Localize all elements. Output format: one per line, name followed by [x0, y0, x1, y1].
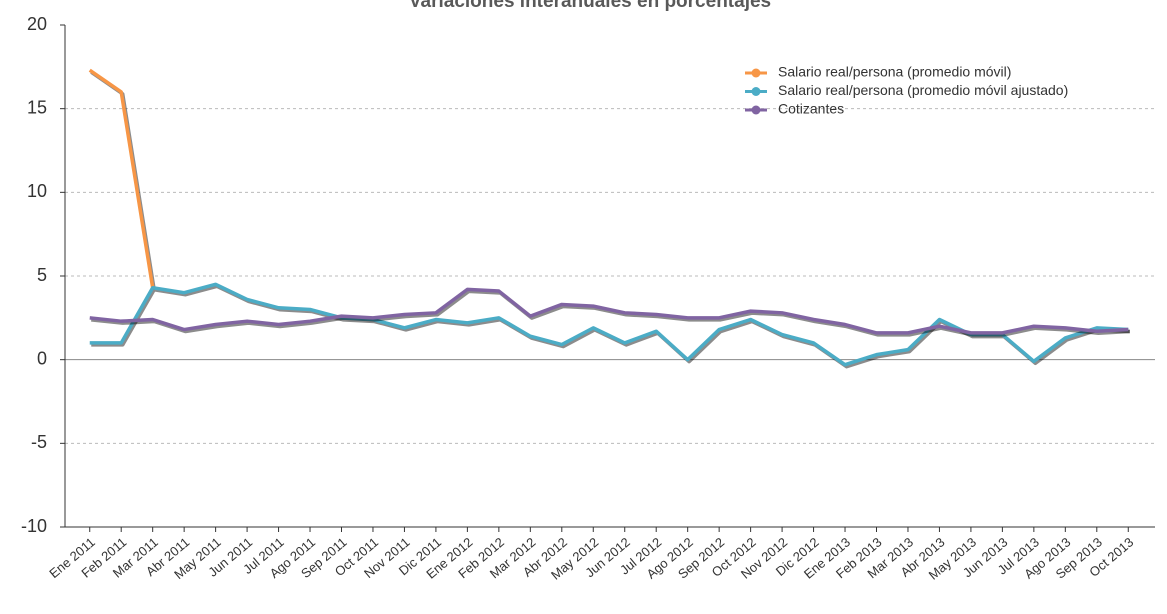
- y-tick-label: -10: [21, 516, 47, 536]
- series-line: [89, 282, 1129, 367]
- y-tick-label: 0: [37, 348, 47, 368]
- series-line: [88, 68, 155, 288]
- chart-title: Variaciones interanuales en porcentajes: [409, 0, 771, 12]
- series-line: [89, 287, 1129, 335]
- legend-label: Salario real/persona (promedio móvil aju…: [778, 82, 1068, 98]
- legend-label: Cotizantes: [778, 101, 844, 117]
- y-tick-label: 20: [27, 14, 47, 34]
- legend-label: Salario real/persona (promedio móvil): [778, 64, 1011, 80]
- legend-marker: [751, 87, 761, 96]
- y-tick-label: 10: [27, 181, 47, 201]
- y-tick-label: 15: [27, 97, 47, 117]
- legend-marker: [751, 105, 761, 115]
- legend-marker: [751, 68, 761, 78]
- y-tick-label: 5: [37, 265, 47, 285]
- y-tick-label: -5: [31, 432, 47, 452]
